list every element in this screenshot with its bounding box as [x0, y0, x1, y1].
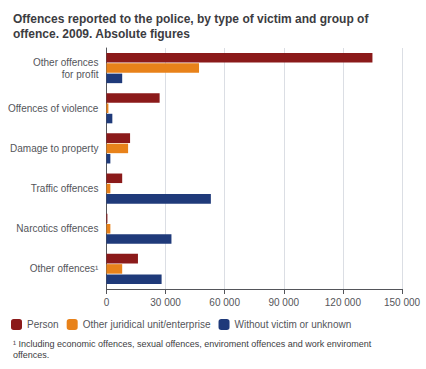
svg-text:30 000: 30 000	[150, 297, 181, 308]
svg-text:Other offences: Other offences	[33, 57, 98, 68]
svg-text:150 000: 150 000	[384, 297, 421, 308]
svg-text:60 000: 60 000	[209, 297, 240, 308]
svg-text:Other offences¹: Other offences¹	[30, 263, 99, 274]
svg-text:Other juridical unit/enterpris: Other juridical unit/enterprise	[83, 319, 211, 330]
svg-text:offences.: offences.	[13, 350, 49, 360]
svg-text:0: 0	[104, 297, 110, 308]
svg-text:Offences of violence: Offences of violence	[8, 103, 99, 114]
svg-text:90 000: 90 000	[268, 297, 299, 308]
svg-text:Traffic offences: Traffic offences	[31, 183, 99, 194]
svg-text:Person: Person	[27, 319, 59, 330]
svg-text:offence. 2009. Absolute figure: offence. 2009. Absolute figures	[13, 27, 190, 41]
svg-text:Without victim or unknown: Without victim or unknown	[235, 319, 352, 330]
svg-text:Narcotics offences: Narcotics offences	[16, 223, 98, 234]
svg-text:¹ Including economic offences,: ¹ Including economic offences, sexual of…	[13, 339, 372, 349]
svg-text:Offences reported to the polic: Offences reported to the police, by type…	[13, 12, 369, 26]
svg-text:Damage to property: Damage to property	[10, 143, 98, 154]
svg-text:for profit: for profit	[62, 69, 99, 80]
svg-text:120 000: 120 000	[325, 297, 362, 308]
